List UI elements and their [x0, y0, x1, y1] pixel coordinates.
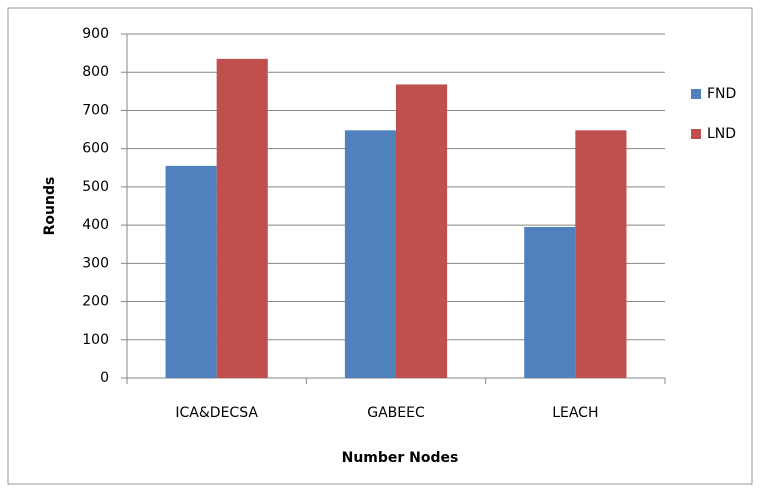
bar — [396, 84, 448, 378]
y-tick-label: 900 — [82, 26, 109, 42]
bar — [165, 165, 217, 378]
bar — [216, 58, 268, 378]
y-tick-label: 0 — [100, 370, 109, 386]
bar — [575, 130, 627, 378]
y-tick-label: 100 — [82, 332, 109, 348]
y-tick-label: 600 — [82, 141, 109, 157]
legend-swatch — [691, 89, 701, 99]
x-axis-title: Number Nodes — [342, 450, 459, 466]
x-tick-label: ICA&DECSA — [175, 405, 258, 421]
bar — [524, 227, 576, 378]
y-tick-label: 800 — [82, 64, 109, 80]
legend-label: LND — [707, 126, 736, 142]
y-tick-label: 500 — [82, 179, 109, 195]
y-axis-title: Rounds — [42, 177, 58, 236]
legend-swatch — [691, 129, 701, 139]
legend-label: FND — [707, 86, 736, 102]
y-tick-label: 200 — [82, 294, 109, 310]
y-tick-label: 400 — [82, 217, 109, 233]
x-tick-label: GABEEC — [367, 405, 425, 421]
x-tick-label: LEACH — [552, 405, 598, 421]
bar — [344, 130, 396, 378]
y-tick-label: 300 — [82, 255, 109, 271]
y-tick-label: 700 — [82, 102, 109, 118]
